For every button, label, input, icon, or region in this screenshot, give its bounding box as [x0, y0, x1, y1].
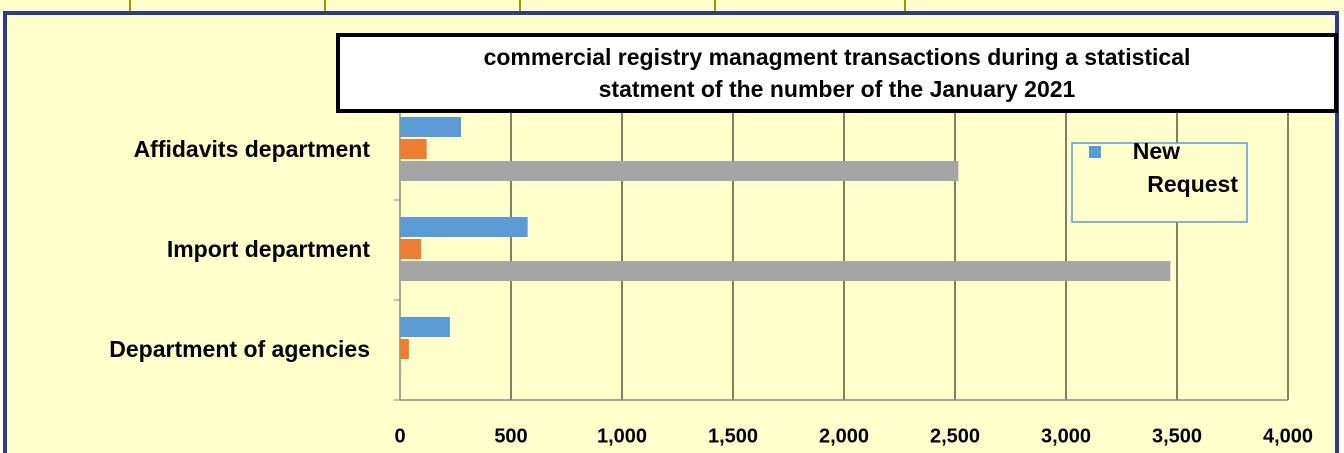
bar [400, 117, 462, 137]
x-tick-label: 3,500 [1152, 425, 1202, 447]
bar [400, 217, 528, 237]
legend-box [1071, 142, 1248, 223]
bar [400, 261, 1171, 281]
x-tick-label: 4,000 [1263, 425, 1313, 447]
title-box [336, 33, 1338, 113]
x-tick-label: 500 [494, 425, 527, 447]
category-label: Import department [167, 236, 371, 262]
bar [400, 339, 409, 359]
chart-title: commercial registry managment transactio… [484, 44, 1191, 70]
bar [400, 139, 427, 159]
x-tick-label: 1,500 [708, 425, 758, 447]
x-tick-label: 2,000 [819, 425, 869, 447]
category-label: Affidavits department [134, 136, 371, 162]
overlay: commercial registry managment transactio… [336, 33, 1338, 223]
legend-label: New Request [1133, 138, 1239, 197]
x-tick-label: 0 [394, 425, 405, 447]
plot-area: 0 500 1,000 1,500 2,000 2,500 3,000 3,500 4,000 A… [109, 60, 1313, 447]
bar [400, 361, 402, 381]
x-tick-label: 2,500 [930, 425, 980, 447]
bar [400, 161, 959, 181]
x-tick-label: 1,000 [597, 425, 647, 447]
bar [400, 239, 422, 259]
top-strip-lines [129, 0, 906, 12]
bar [400, 317, 450, 337]
chart-title: statment of the number of the January 20… [599, 76, 1076, 102]
x-tick-label: 3,000 [1041, 425, 1091, 447]
category-label: Department of agencies [109, 336, 370, 362]
legend-swatch [1089, 146, 1101, 158]
top-strip [0, 0, 1344, 12]
